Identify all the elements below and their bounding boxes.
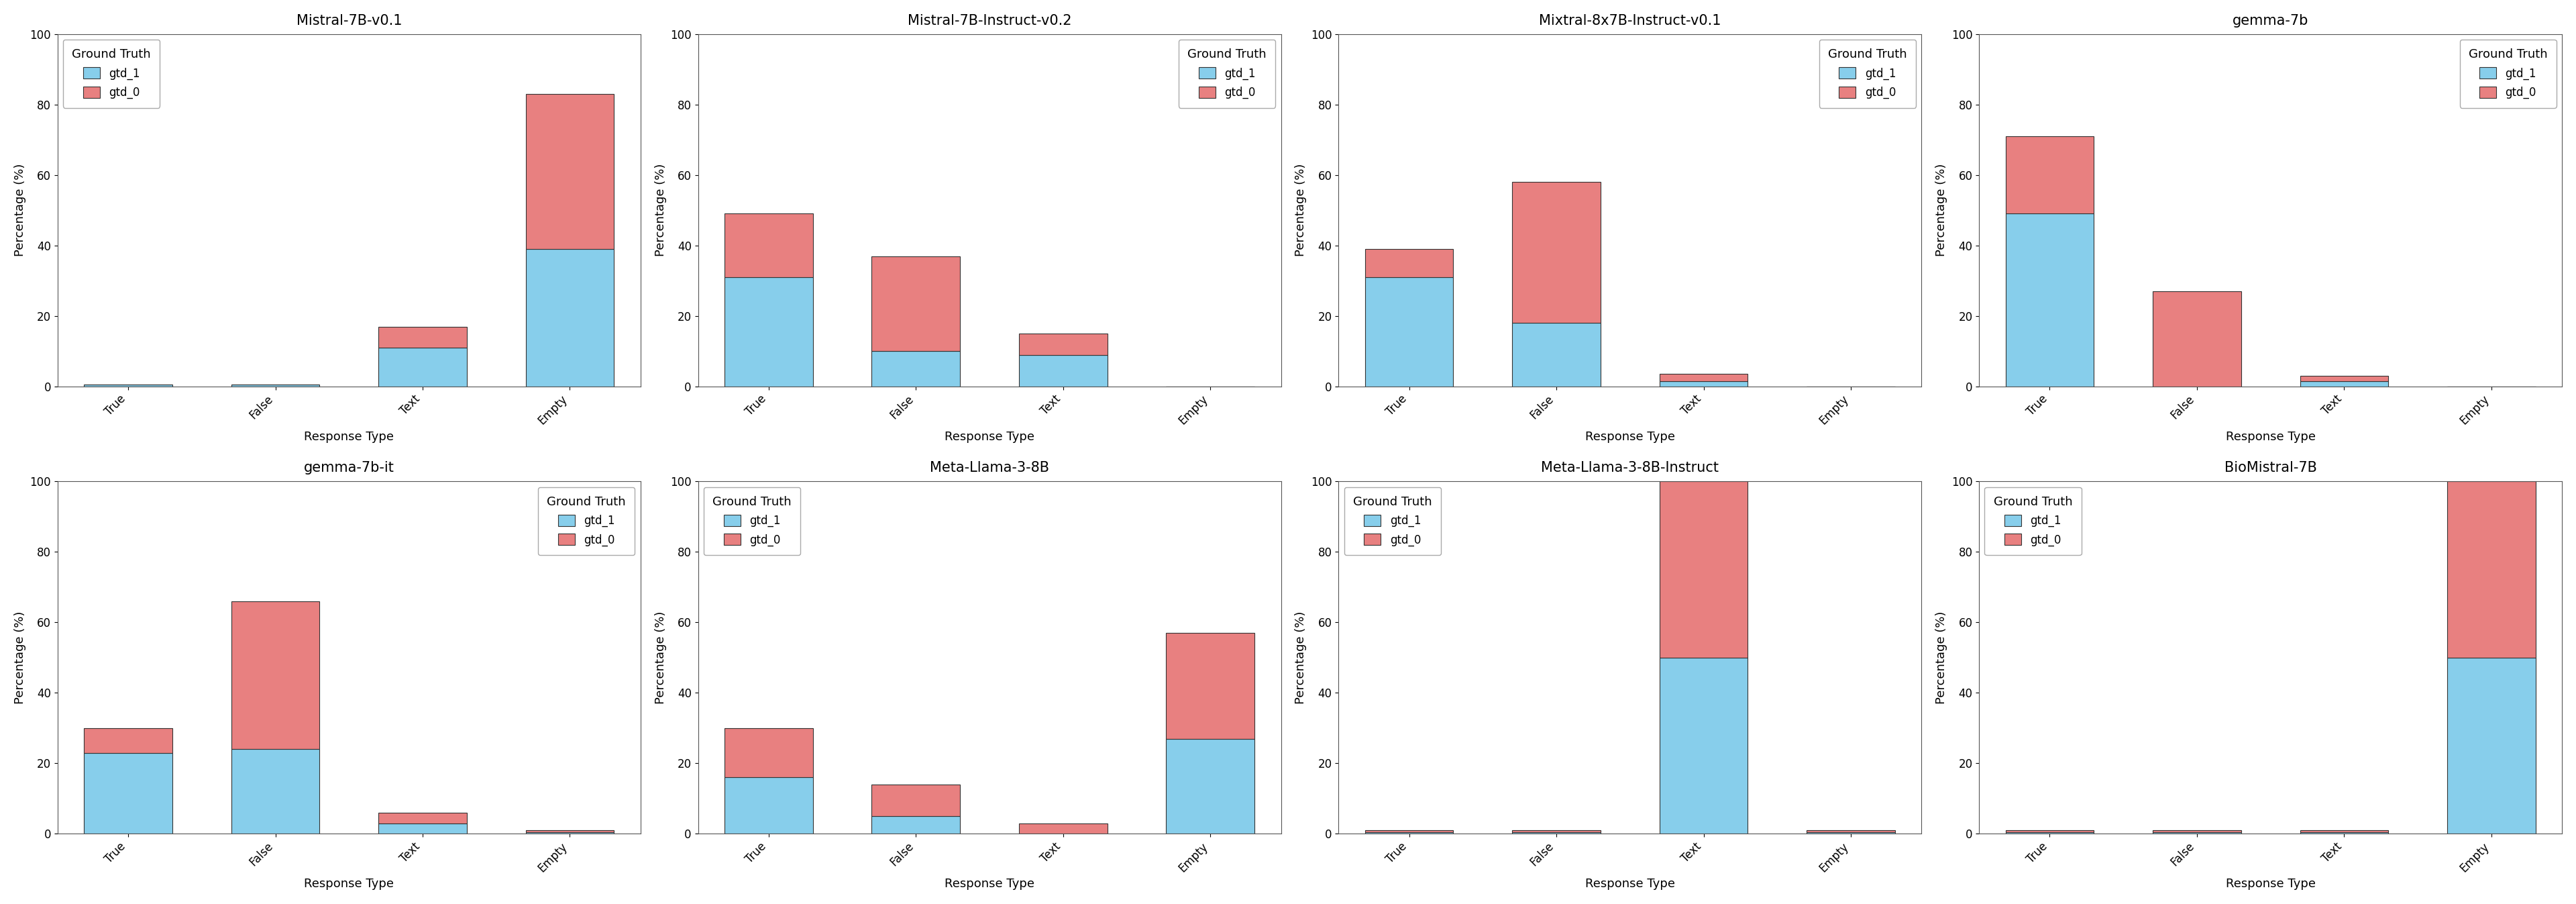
Bar xyxy=(232,601,319,749)
Bar xyxy=(85,728,173,753)
Bar xyxy=(2300,832,2388,833)
Title: gemma-7b: gemma-7b xyxy=(2233,14,2308,27)
Bar xyxy=(526,832,613,833)
Bar xyxy=(526,830,613,832)
Bar xyxy=(724,728,814,777)
Y-axis label: Percentage (%): Percentage (%) xyxy=(654,611,667,704)
Legend: gtd_1, gtd_0: gtd_1, gtd_0 xyxy=(1819,40,1917,108)
Title: Meta-Llama-3-8B: Meta-Llama-3-8B xyxy=(930,461,1048,475)
Bar xyxy=(724,213,814,278)
Y-axis label: Percentage (%): Percentage (%) xyxy=(1296,611,1306,704)
Bar xyxy=(1806,832,1896,833)
Bar xyxy=(1659,374,1747,381)
Y-axis label: Percentage (%): Percentage (%) xyxy=(654,164,667,257)
Y-axis label: Percentage (%): Percentage (%) xyxy=(1935,164,1947,257)
Bar xyxy=(1659,482,1747,657)
Bar xyxy=(1020,334,1108,354)
Bar xyxy=(2300,830,2388,832)
Legend: gtd_1, gtd_0: gtd_1, gtd_0 xyxy=(2460,40,2555,108)
X-axis label: Response Type: Response Type xyxy=(2226,430,2316,443)
Legend: gtd_1, gtd_0: gtd_1, gtd_0 xyxy=(62,40,160,108)
Bar xyxy=(2007,830,2094,832)
X-axis label: Response Type: Response Type xyxy=(945,430,1036,443)
Bar xyxy=(2154,832,2241,833)
Title: Meta-Llama-3-8B-Instruct: Meta-Llama-3-8B-Instruct xyxy=(1540,461,1718,475)
X-axis label: Response Type: Response Type xyxy=(304,430,394,443)
Y-axis label: Percentage (%): Percentage (%) xyxy=(1296,164,1306,257)
Bar xyxy=(379,824,466,833)
Bar xyxy=(1365,832,1453,833)
X-axis label: Response Type: Response Type xyxy=(304,878,394,890)
Bar xyxy=(871,351,961,386)
Y-axis label: Percentage (%): Percentage (%) xyxy=(13,164,26,257)
Bar xyxy=(1512,182,1600,323)
Bar xyxy=(724,777,814,833)
Bar xyxy=(1512,830,1600,832)
Bar xyxy=(871,816,961,833)
Bar xyxy=(2300,376,2388,381)
Bar xyxy=(2447,482,2535,657)
Title: gemma-7b-it: gemma-7b-it xyxy=(304,461,394,475)
Bar xyxy=(1512,832,1600,833)
Legend: gtd_1, gtd_0: gtd_1, gtd_0 xyxy=(1180,40,1275,108)
Bar xyxy=(871,785,961,816)
Bar xyxy=(2154,291,2241,386)
Bar xyxy=(232,749,319,833)
Bar xyxy=(1512,323,1600,386)
Bar xyxy=(232,385,319,386)
Title: BioMistral-7B: BioMistral-7B xyxy=(2223,461,2316,475)
Legend: gtd_1, gtd_0: gtd_1, gtd_0 xyxy=(703,487,801,555)
Legend: gtd_1, gtd_0: gtd_1, gtd_0 xyxy=(1984,487,2081,555)
Y-axis label: Percentage (%): Percentage (%) xyxy=(13,611,26,704)
Bar xyxy=(1365,830,1453,832)
Legend: gtd_1, gtd_0: gtd_1, gtd_0 xyxy=(1345,487,1440,555)
Bar xyxy=(379,326,466,348)
X-axis label: Response Type: Response Type xyxy=(1584,430,1674,443)
Bar xyxy=(1167,633,1255,739)
Bar xyxy=(85,753,173,833)
Bar xyxy=(2447,657,2535,833)
Bar xyxy=(2007,213,2094,386)
Bar xyxy=(871,256,961,351)
Bar xyxy=(526,94,613,249)
Bar xyxy=(2300,381,2388,386)
Bar xyxy=(379,813,466,824)
X-axis label: Response Type: Response Type xyxy=(1584,878,1674,890)
Bar xyxy=(2154,830,2241,832)
Bar xyxy=(1659,657,1747,833)
Bar xyxy=(2007,137,2094,213)
Y-axis label: Percentage (%): Percentage (%) xyxy=(1935,611,1947,704)
Bar xyxy=(724,278,814,386)
Bar xyxy=(1659,381,1747,386)
Bar xyxy=(379,348,466,386)
Bar xyxy=(1806,830,1896,832)
Bar xyxy=(1167,739,1255,833)
X-axis label: Response Type: Response Type xyxy=(2226,878,2316,890)
Bar xyxy=(1020,354,1108,386)
Bar xyxy=(526,249,613,386)
Bar xyxy=(2007,832,2094,833)
Bar xyxy=(85,385,173,386)
Bar xyxy=(1365,278,1453,386)
Title: Mixtral-8x7B-Instruct-v0.1: Mixtral-8x7B-Instruct-v0.1 xyxy=(1538,14,1721,27)
Bar xyxy=(1020,824,1108,833)
X-axis label: Response Type: Response Type xyxy=(945,878,1036,890)
Title: Mistral-7B-v0.1: Mistral-7B-v0.1 xyxy=(296,14,402,27)
Bar xyxy=(1365,249,1453,278)
Title: Mistral-7B-Instruct-v0.2: Mistral-7B-Instruct-v0.2 xyxy=(907,14,1072,27)
Legend: gtd_1, gtd_0: gtd_1, gtd_0 xyxy=(538,487,634,555)
